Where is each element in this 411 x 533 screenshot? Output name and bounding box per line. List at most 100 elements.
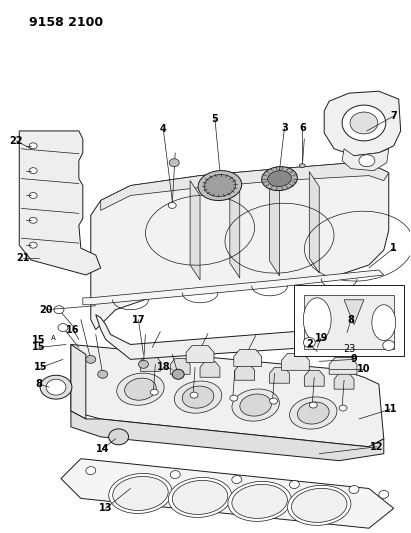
Ellipse shape: [168, 203, 176, 208]
Text: 12: 12: [370, 442, 383, 452]
Ellipse shape: [232, 475, 242, 483]
Text: 7: 7: [390, 111, 397, 121]
Text: 23: 23: [343, 344, 355, 354]
Ellipse shape: [228, 481, 291, 521]
Polygon shape: [329, 358, 357, 374]
Ellipse shape: [40, 375, 72, 399]
Polygon shape: [71, 344, 384, 447]
Text: 17: 17: [132, 314, 145, 325]
Ellipse shape: [204, 175, 236, 197]
Ellipse shape: [230, 395, 238, 401]
Ellipse shape: [298, 402, 329, 424]
Ellipse shape: [117, 373, 164, 405]
Ellipse shape: [240, 394, 272, 416]
Text: 15: 15: [32, 342, 46, 352]
Text: 13: 13: [99, 503, 113, 513]
Text: 15: 15: [32, 335, 46, 344]
Ellipse shape: [174, 381, 222, 413]
Polygon shape: [230, 177, 240, 278]
Polygon shape: [96, 314, 349, 359]
Polygon shape: [234, 350, 262, 366]
Text: 3: 3: [281, 123, 288, 133]
Text: 18: 18: [157, 362, 170, 373]
Ellipse shape: [29, 143, 37, 149]
Ellipse shape: [309, 402, 317, 408]
Polygon shape: [91, 163, 389, 329]
Ellipse shape: [310, 343, 324, 356]
Ellipse shape: [98, 370, 108, 378]
Bar: [294, 285, 404, 357]
Ellipse shape: [198, 171, 242, 200]
Ellipse shape: [359, 155, 375, 167]
Text: 15: 15: [35, 362, 48, 373]
Ellipse shape: [169, 478, 232, 518]
Polygon shape: [304, 295, 394, 350]
Ellipse shape: [342, 105, 386, 141]
Ellipse shape: [109, 473, 172, 513]
Polygon shape: [304, 370, 324, 386]
Ellipse shape: [335, 329, 359, 350]
Ellipse shape: [29, 242, 37, 248]
Ellipse shape: [372, 305, 396, 341]
Ellipse shape: [232, 484, 287, 519]
Ellipse shape: [29, 192, 37, 198]
Polygon shape: [270, 175, 279, 276]
Ellipse shape: [290, 397, 337, 429]
Text: 2: 2: [306, 340, 313, 350]
Polygon shape: [309, 172, 319, 273]
Text: 10: 10: [357, 364, 371, 374]
Polygon shape: [324, 91, 401, 156]
Ellipse shape: [169, 159, 179, 167]
Polygon shape: [235, 365, 255, 380]
Ellipse shape: [58, 324, 68, 332]
Polygon shape: [342, 149, 389, 171]
Ellipse shape: [113, 477, 168, 511]
Ellipse shape: [383, 341, 395, 350]
Ellipse shape: [125, 378, 156, 400]
Text: 19: 19: [314, 333, 328, 343]
Polygon shape: [141, 356, 160, 372]
Text: 9: 9: [351, 354, 358, 365]
Polygon shape: [170, 358, 190, 374]
Ellipse shape: [150, 389, 158, 395]
Ellipse shape: [268, 171, 291, 187]
Text: A: A: [51, 335, 55, 341]
Ellipse shape: [288, 486, 351, 526]
Polygon shape: [282, 353, 309, 370]
Polygon shape: [334, 373, 354, 389]
Ellipse shape: [303, 298, 331, 342]
Polygon shape: [344, 300, 364, 325]
Ellipse shape: [289, 481, 299, 489]
Ellipse shape: [172, 480, 228, 514]
Polygon shape: [200, 361, 220, 377]
Polygon shape: [101, 163, 389, 211]
Polygon shape: [190, 181, 200, 280]
Text: 8: 8: [36, 379, 43, 389]
Ellipse shape: [86, 356, 96, 364]
Ellipse shape: [190, 392, 198, 398]
Ellipse shape: [109, 429, 129, 445]
Ellipse shape: [139, 360, 148, 368]
Polygon shape: [270, 367, 289, 383]
Ellipse shape: [170, 471, 180, 479]
Polygon shape: [83, 270, 384, 305]
Polygon shape: [186, 345, 214, 362]
Text: 6: 6: [299, 123, 306, 133]
Ellipse shape: [291, 488, 347, 522]
Text: 22: 22: [9, 136, 23, 146]
Polygon shape: [19, 131, 101, 275]
Ellipse shape: [339, 334, 355, 345]
Ellipse shape: [350, 112, 378, 134]
Ellipse shape: [270, 398, 277, 404]
Ellipse shape: [303, 337, 315, 348]
Text: 9158 2100: 9158 2100: [29, 15, 103, 29]
Ellipse shape: [86, 466, 96, 474]
Ellipse shape: [54, 306, 64, 314]
Text: 1: 1: [390, 243, 397, 253]
Ellipse shape: [29, 168, 37, 174]
Ellipse shape: [339, 405, 347, 411]
Ellipse shape: [172, 369, 184, 379]
Ellipse shape: [262, 167, 297, 191]
Polygon shape: [71, 344, 86, 419]
Text: 20: 20: [39, 305, 53, 314]
